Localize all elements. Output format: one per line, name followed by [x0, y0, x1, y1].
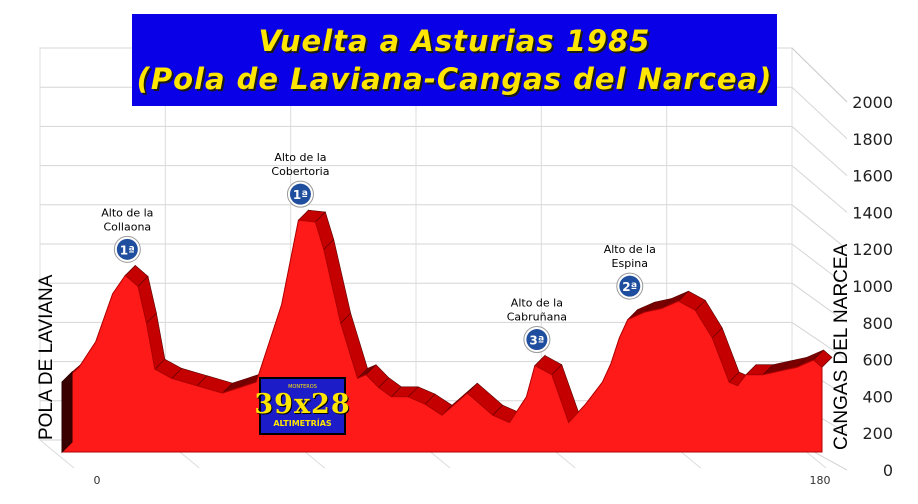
climb-name: Espina	[612, 257, 648, 270]
logo-top-text: MONTEROS	[288, 383, 317, 390]
side-gridline	[791, 126, 848, 176]
floor-gridline	[39, 439, 75, 469]
side-gridline	[791, 321, 848, 361]
label-layer: 0 200 400 600 800 1000 1200 1400 1600 1800 2000 0 18…	[94, 93, 894, 487]
climb-category: 3ª	[529, 334, 544, 348]
y-tick-label: 2000	[852, 93, 893, 112]
climb-name: Alto de la	[274, 151, 326, 164]
y-tick-label: 800	[862, 314, 893, 333]
y-tick-label: 1600	[852, 167, 893, 186]
y-tick-label: 1000	[852, 277, 893, 296]
climb-name: Cobertoria	[271, 165, 329, 178]
climb-badge-icon	[289, 183, 311, 205]
y-tick-label: 1200	[852, 240, 893, 259]
x-tick-label: 180	[810, 474, 831, 487]
climb-category: 1ª	[120, 243, 135, 257]
side-gridline	[791, 165, 848, 213]
climb-category: 1ª	[293, 188, 308, 202]
logo-main-text: 39x28	[254, 388, 351, 420]
y-tick-label: 1800	[852, 130, 893, 149]
start-town-label: POLA DE LAVIANA	[36, 274, 57, 440]
profile-left-side	[61, 370, 73, 454]
side-gridline	[791, 282, 848, 324]
profile-layer	[61, 209, 833, 454]
side-gridline	[791, 204, 848, 250]
chart-title-box: Vuelta a Asturias 1985 (Pola de Laviana-…	[132, 14, 777, 106]
y-tick-label: 600	[862, 351, 893, 370]
y-tick-label: 400	[862, 387, 893, 406]
altimetrias-logo: MONTEROS 39x28 ALTIMETRÍAS	[254, 377, 350, 435]
climb-name: Cabruñana	[507, 311, 567, 324]
climb-badge-icon	[526, 329, 548, 351]
side-gridline	[791, 243, 848, 287]
x-tick-label: 0	[94, 474, 101, 487]
climb-name: Alto de la	[101, 206, 153, 219]
climb-badge-icon	[116, 238, 138, 260]
climb-name: Alto de la	[604, 243, 656, 256]
climb-category: 2ª	[622, 280, 637, 294]
side-wall-edge	[791, 47, 848, 103]
y-tick-label: 0	[883, 461, 893, 480]
chart-subtitle: (Pola de Laviana-Cangas del Narcea)	[136, 62, 773, 96]
profile-area	[61, 219, 823, 453]
y-tick-label: 200	[862, 424, 893, 443]
climb-badge-icon	[619, 275, 641, 297]
logo-bottom-text: ALTIMETRÍAS	[273, 418, 332, 428]
chart-title: Vuelta a Asturias 1985	[258, 24, 651, 58]
climb-name: Collaona	[103, 220, 151, 233]
end-town-label: CANGAS DEL NARCEA	[831, 243, 852, 450]
side-gridline	[791, 86, 848, 140]
y-tick-label: 1400	[852, 203, 893, 222]
climb-name: Alto de la	[511, 297, 563, 310]
